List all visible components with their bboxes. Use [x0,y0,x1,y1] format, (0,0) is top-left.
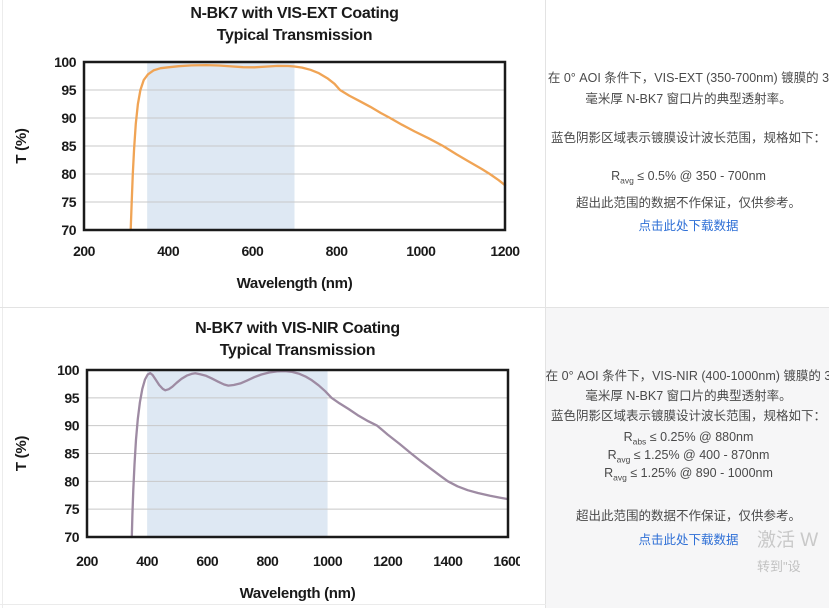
chart-title-line1: N-BK7 with VIS-NIR Coating [195,320,400,337]
spec-value: ≤ 0.5% @ 350 - 700nm [633,169,766,183]
spec-line: Rabs ≤ 0.25% @ 880nm [536,430,829,447]
spec-value: ≤ 0.25% @ 880nm [646,430,754,444]
spec-value: ≤ 1.25% @ 400 - 870nm [630,448,770,462]
svg-text:85: 85 [61,138,76,154]
svg-text:800: 800 [256,553,279,569]
download-data-link[interactable]: 点击此处下载数据 [638,219,739,233]
download-link-row: 点击此处下载数据 [536,215,829,234]
plot-border [82,60,507,232]
spec-subscript: avg [620,175,634,186]
spec-subscript: avg [616,454,631,465]
disclaimer-text: 超出此范围的数据不作保证，仅供参考。 [575,509,801,523]
svg-text:75: 75 [61,194,76,210]
gridlines [84,89,505,203]
svg-text:100: 100 [54,54,77,70]
svg-text:95: 95 [64,390,79,406]
shaded-region-note: 蓝色阴影区域表示镀膜设计波长范围，规格如下： [550,131,826,145]
svg-text:100: 100 [57,362,80,378]
chart-title-line1: N-BK7 with VIS-EXT Coating [190,5,398,22]
vis-nir-info-panel: 在 0° AOI 条件下，VIS-NIR (400-1000nm) 镀膜的 3 … [546,308,829,608]
spec-symbol: R [623,430,633,444]
svg-text:1000: 1000 [406,243,436,259]
page-left-edge-line [2,0,3,608]
svg-text:70: 70 [64,529,79,545]
download-link-row: 点击此处下载数据 [536,529,829,548]
svg-text:80: 80 [61,166,76,182]
svg-text:80: 80 [64,473,79,489]
svg-text:1000: 1000 [313,553,343,569]
svg-text:600: 600 [196,553,219,569]
transmission-curve [129,63,507,232]
y-axis-label: T (%) [13,436,30,471]
disclaimer-text: 超出此范围的数据不作保证，仅供参考。 [575,196,801,210]
vertical-divider [545,0,546,608]
vis-nir-transmission-chart: N-BK7 with VIS-NIR Coating Typical Transm… [13,320,520,602]
svg-text:1400: 1400 [433,553,463,569]
svg-text:400: 400 [136,553,159,569]
vis-ext-info-panel: 在 0° AOI 条件下，VIS-EXT (350-700nm) 镀膜的 3 毫… [548,0,829,307]
x-tick-labels: 200 400 600 800 1000 1200 [73,243,520,259]
transmission-curve [130,369,510,539]
x-tick-labels: 200 400 600 800 1000 1200 1400 1600 [76,553,520,569]
svg-text:75: 75 [64,501,79,517]
x-axis-label: Wavelength (nm) [237,275,353,292]
watermark-line2: 转到"设 [757,559,801,574]
chart-title-line2: Typical Transmission [217,27,373,44]
y-tick-labels: 70 75 80 85 90 95 100 [57,362,80,545]
spec-value: ≤ 1.25% @ 890 - 1000nm [626,466,773,480]
horizontal-divider [0,307,829,308]
spec-symbol: R [611,169,621,183]
svg-text:90: 90 [61,110,76,126]
spec-symbol: R [607,448,617,462]
vis-ext-transmission-chart: N-BK7 with VIS-EXT Coating Typical Transm… [13,5,520,292]
svg-text:1600: 1600 [493,553,520,569]
svg-text:70: 70 [61,222,76,238]
bottom-right-panel-background [546,308,829,608]
svg-text:85: 85 [64,446,79,462]
svg-text:800: 800 [326,243,349,259]
plot-border [85,368,510,539]
gridlines [87,397,508,510]
y-axis-label: T (%) [13,128,30,163]
description-line1: 在 0° AOI 条件下，VIS-EXT (350-700nm) 镀膜的 3 [547,71,829,85]
spec-symbol: R [604,466,614,480]
description-line2: 毫米厚 N-BK7 窗口片的典型透射率。 [585,389,792,403]
svg-text:1200: 1200 [373,553,403,569]
spec-line: Ravg ≤ 0.5% @ 350 - 700nm [536,169,829,186]
description-line1: 在 0° AOI 条件下，VIS-NIR (400-1000nm) 镀膜的 3 [545,369,829,383]
chart-title-line2: Typical Transmission [220,342,376,359]
spec-subscript: avg [613,472,627,483]
svg-text:600: 600 [241,243,264,259]
x-axis-label: Wavelength (nm) [240,585,356,602]
windows-activation-watermark: 激活 W 转到"设 [757,529,818,577]
svg-text:1200: 1200 [490,243,520,259]
spec-subscript: abs [632,436,647,447]
svg-text:200: 200 [73,243,96,259]
shaded-region-note: 蓝色阴影区域表示镀膜设计波长范围，规格如下： [550,409,826,423]
bottom-edge-line [0,604,546,605]
watermark-line1: 激活 W [757,530,819,551]
svg-text:400: 400 [157,243,180,259]
svg-text:90: 90 [64,418,79,434]
spec-line: Ravg ≤ 1.25% @ 890 - 1000nm [536,466,829,483]
spec-line: Ravg ≤ 1.25% @ 400 - 870nm [536,448,829,465]
description-line2: 毫米厚 N-BK7 窗口片的典型透射率。 [585,92,792,106]
y-tick-labels: 70 75 80 85 90 95 100 [54,54,77,238]
svg-text:95: 95 [61,82,76,98]
download-data-link[interactable]: 点击此处下载数据 [638,533,739,547]
svg-text:200: 200 [76,553,99,569]
